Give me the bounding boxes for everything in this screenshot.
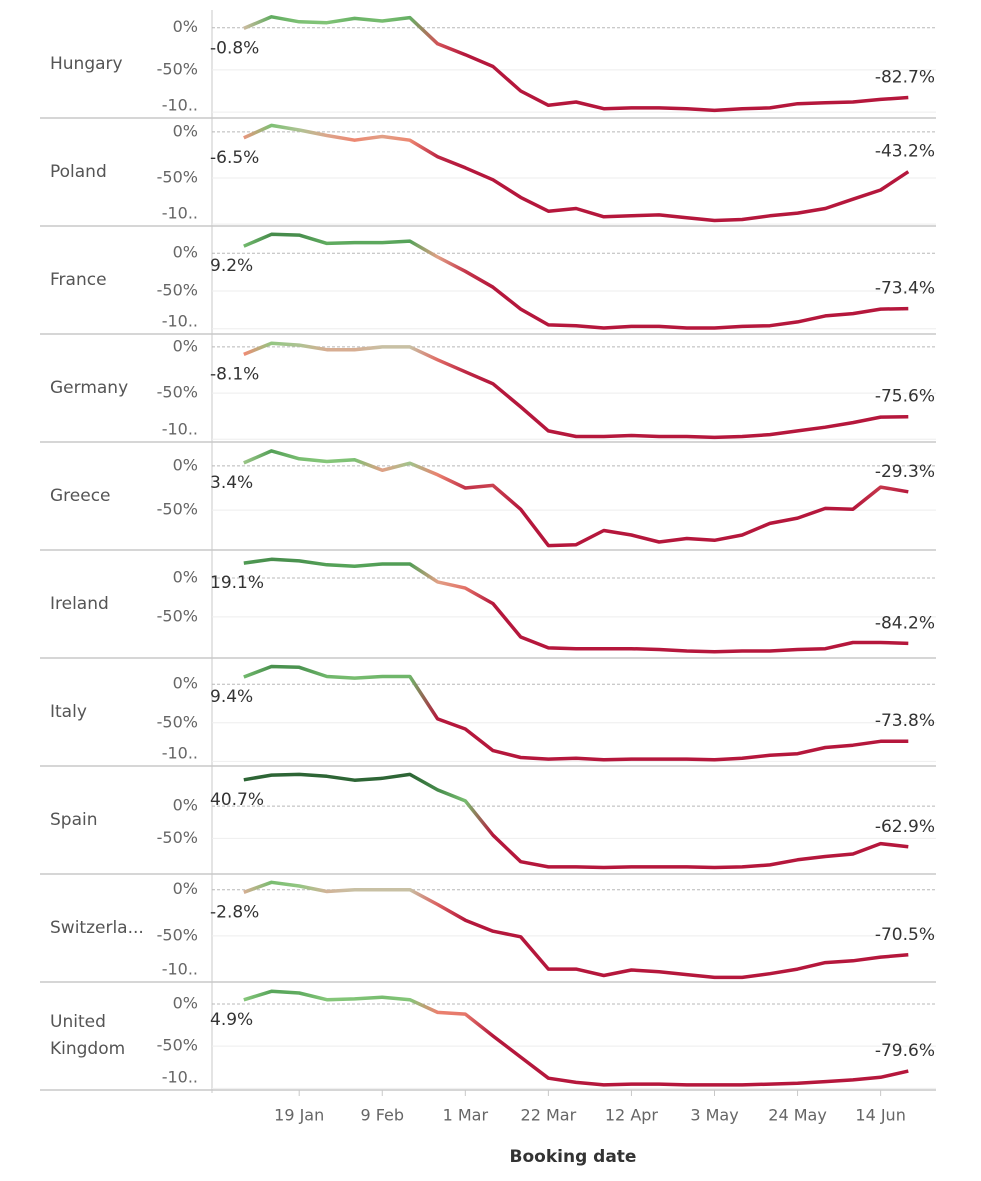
y-tick-label: -50%	[157, 59, 198, 78]
value-label: 9.2%	[210, 256, 253, 276]
row-title: Hungary	[50, 53, 123, 74]
value-label: 9.4%	[210, 687, 253, 707]
y-tick-label: -10..	[162, 744, 198, 763]
y-tick-label: -50%	[157, 712, 198, 731]
y-tick-label: 0%	[173, 796, 198, 815]
value-label: -2.8%	[210, 902, 259, 922]
x-axis-title: Booking date	[510, 1147, 637, 1167]
data-line	[243, 341, 909, 440]
x-tick-label: 24 May	[768, 1106, 827, 1125]
y-tick-label: -50%	[157, 828, 198, 847]
value-label: -6.5%	[210, 148, 259, 168]
row-title: Poland	[50, 161, 107, 182]
value-label: 40.7%	[210, 790, 264, 810]
value-label: 19.1%	[210, 573, 264, 593]
y-tick-label: 0%	[173, 567, 198, 586]
value-label: -29.3%	[875, 462, 935, 482]
x-tick-label: 3 May	[690, 1106, 738, 1125]
y-tick-label: -10..	[162, 96, 198, 115]
x-tick-label: 9 Feb	[360, 1106, 404, 1125]
y-tick-label: 0%	[173, 243, 198, 262]
row-title: Switzerla...	[50, 917, 144, 938]
y-tick-label: -10..	[162, 204, 198, 223]
value-label: 4.9%	[210, 1010, 253, 1030]
value-label: -73.4%	[875, 279, 935, 299]
value-label: -8.1%	[210, 364, 259, 384]
value-label: -0.8%	[210, 38, 259, 58]
row-title: United Kingdom	[50, 1012, 126, 1059]
data-line	[243, 15, 909, 113]
y-tick-label: -10..	[162, 960, 198, 979]
value-label: -82.7%	[875, 67, 935, 87]
y-tick-label: 0%	[173, 17, 198, 36]
row-title: Greece	[50, 485, 111, 506]
value-label: -43.2%	[875, 142, 935, 162]
y-tick-label: 0%	[173, 674, 198, 693]
y-tick-label: 0%	[173, 121, 198, 140]
row-title: Germany	[50, 377, 129, 398]
data-line	[243, 772, 909, 870]
value-label: -73.8%	[875, 711, 935, 731]
row-title: France	[50, 269, 107, 290]
value-label: -84.2%	[875, 613, 935, 633]
y-tick-label: 0%	[173, 455, 198, 474]
data-line	[243, 557, 909, 654]
y-tick-label: -50%	[157, 1036, 198, 1055]
value-label: -62.9%	[875, 817, 935, 837]
data-line	[243, 449, 909, 548]
y-tick-label: 0%	[173, 993, 198, 1012]
data-line	[243, 880, 909, 980]
data-line	[243, 123, 910, 223]
value-label: -70.5%	[875, 925, 935, 945]
y-tick-label: -10..	[162, 1068, 198, 1087]
y-tick-label: -50%	[157, 606, 198, 625]
y-tick-label: -10..	[162, 312, 198, 331]
y-tick-label: -50%	[157, 383, 198, 402]
y-tick-label: -50%	[157, 925, 198, 944]
x-tick-label: 1 Mar	[443, 1106, 489, 1125]
value-label: -75.6%	[875, 387, 935, 407]
data-line	[243, 989, 909, 1087]
x-tick-label: 22 Mar	[521, 1106, 577, 1125]
x-tick-label: 12 Apr	[605, 1106, 659, 1125]
y-tick-label: 0%	[173, 879, 198, 898]
y-tick-label: 0%	[173, 336, 198, 355]
row-title: Italy	[50, 701, 87, 722]
y-tick-label: -50%	[157, 168, 198, 187]
x-tick-label: 14 Jun	[855, 1106, 905, 1125]
data-line	[243, 664, 909, 762]
data-line	[243, 232, 909, 330]
row-title: Spain	[50, 809, 98, 830]
row-title: Ireland	[50, 593, 109, 614]
value-label: 3.4%	[210, 473, 253, 493]
x-tick-label: 19 Jan	[274, 1106, 324, 1125]
y-tick-label: -50%	[157, 280, 198, 299]
value-label: -79.6%	[875, 1041, 935, 1061]
y-tick-label: -50%	[157, 500, 198, 519]
y-tick-label: -10..	[162, 420, 198, 439]
